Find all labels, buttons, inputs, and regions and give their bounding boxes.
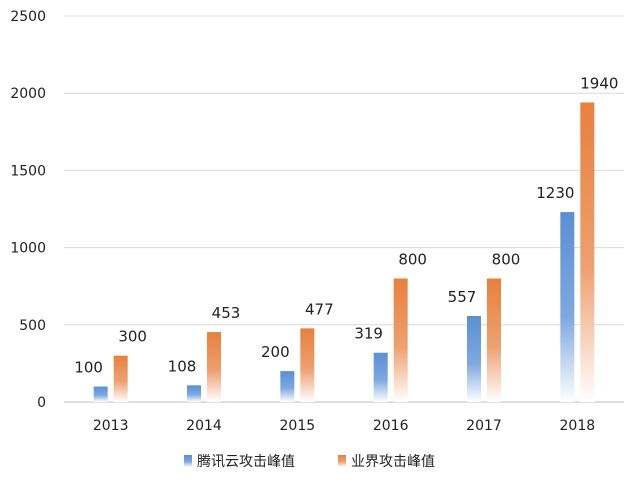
x-tick-label: 2018 xyxy=(560,418,596,434)
y-tick-label: 0 xyxy=(37,395,46,411)
bar-series-2 xyxy=(300,328,315,402)
gridlines xyxy=(64,15,624,403)
legend-swatch-series-2 xyxy=(338,455,346,467)
y-tick-label: 1500 xyxy=(10,163,46,179)
x-tick-label: 2014 xyxy=(186,418,222,434)
data-label-series-2: 453 xyxy=(212,304,241,322)
data-label-series-2: 1940 xyxy=(580,74,618,92)
bar-series-1 xyxy=(280,371,295,402)
bars xyxy=(93,102,595,403)
x-tick-label: 2017 xyxy=(466,418,502,434)
data-label-series-1: 1230 xyxy=(536,184,574,202)
legend-label-series-2: 业界攻击峰值 xyxy=(351,454,435,470)
bar-series-1 xyxy=(373,352,388,402)
x-tick-label: 2015 xyxy=(280,418,316,434)
y-tick-label: 1000 xyxy=(10,241,46,257)
bar-series-1 xyxy=(93,386,108,402)
data-label-series-1: 319 xyxy=(354,325,383,343)
legend: 腾讯云攻击峰值 业界攻击峰值 xyxy=(184,453,435,470)
bar-series-2 xyxy=(393,278,408,402)
bar-series-2 xyxy=(207,332,221,402)
bar-series-1 xyxy=(187,385,201,402)
data-label-series-2: 800 xyxy=(492,250,521,268)
x-tick-label: 2016 xyxy=(373,418,409,434)
data-label-series-1: 108 xyxy=(168,357,197,375)
y-tick-label: 2500 xyxy=(10,9,46,25)
legend-swatch-series-1 xyxy=(184,455,192,467)
data-labels: 100 300 108 453 200 477 319 800 557 800 1230 1940 xyxy=(74,74,618,376)
y-axis-ticks: 0 500 1000 1500 2000 2500 xyxy=(10,9,46,411)
data-label-series-1: 200 xyxy=(261,343,290,361)
data-label-series-2: 800 xyxy=(398,250,427,268)
bar-series-2 xyxy=(113,355,128,402)
y-tick-label: 500 xyxy=(19,318,46,334)
bar-series-1 xyxy=(467,315,481,402)
data-label-series-2: 300 xyxy=(118,328,147,346)
data-label-series-2: 477 xyxy=(305,300,334,318)
x-tick-label: 2013 xyxy=(93,418,129,434)
legend-label-series-1: 腾讯云攻击峰值 xyxy=(197,453,295,470)
x-axis-ticks: 2013 2014 2015 2016 2017 2018 xyxy=(93,418,595,434)
bar-series-2 xyxy=(580,102,595,403)
data-label-series-1: 557 xyxy=(448,288,477,306)
data-label-series-1: 100 xyxy=(74,359,103,377)
bar-series-2 xyxy=(487,278,501,402)
y-tick-label: 2000 xyxy=(10,86,46,102)
bar-series-1 xyxy=(560,212,575,402)
